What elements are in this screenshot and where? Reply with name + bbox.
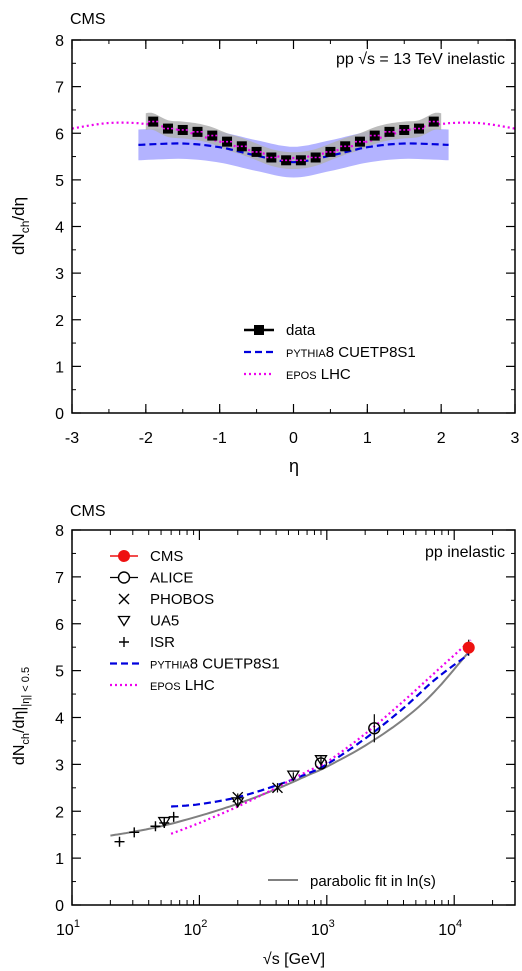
legend-label: PHOBOS: [150, 591, 214, 608]
x-tick-label: 102: [183, 918, 207, 939]
ua5-point: [314, 755, 328, 766]
top-annotation: pp √s = 13 TeV inelastic: [336, 51, 505, 68]
y-tick-label: 8: [55, 33, 64, 50]
pythia-line: [138, 142, 449, 164]
y-tick-label: 7: [55, 570, 64, 587]
x-tick-label: -3: [65, 430, 79, 447]
legend-swatch-marker: [119, 637, 129, 647]
bottom-x-axis-title: √s [GeV]: [263, 951, 325, 968]
y-tick-label: 5: [55, 664, 64, 681]
top-plot-area: [71, 112, 516, 178]
legend-label: PYTHIA8 CUETP8S1: [286, 344, 416, 361]
legend-label: CMS: [150, 548, 183, 565]
legend-label: EPOS LHC: [286, 366, 351, 383]
legend-swatch-marker: [118, 550, 130, 562]
y-tick-label: 2: [55, 313, 64, 330]
y-tick-label: 0: [55, 406, 64, 423]
legend-swatch-marker: [117, 571, 131, 584]
legend-entry-pythia: PYTHIA8 CUETP8S1: [244, 344, 416, 361]
x-tick-label: 103: [311, 918, 335, 939]
y-tick-label: 1: [55, 359, 64, 376]
bottom-plot-area: [110, 639, 475, 847]
top-legend: data PYTHIA8 CUETP8S1 EPOS LHC: [244, 322, 416, 383]
ua5-point: [157, 816, 171, 828]
top-cms-label: CMS: [70, 11, 106, 28]
phobos-point: [271, 782, 283, 794]
isr-point: [168, 811, 179, 822]
legend-label: PYTHIA8 CUETP8S1: [150, 656, 280, 673]
bottom-x-axis-sqrt: √s: [263, 951, 280, 968]
legend-entry-cms: CMS: [110, 548, 183, 565]
fit-line: [110, 651, 470, 837]
y-tick-label: 4: [55, 711, 64, 728]
top-chart: CMS -3 -2 -1 0 1 2 3 0 1 2 3 4 5 6 7 8 pp √s = 13 TeV i…: [9, 11, 520, 476]
y-tick-label: 7: [55, 80, 64, 97]
top-axis-ticks: -3 -2 -1 0 1 2 3 0 1 2 3 4 5 6 7 8: [55, 33, 519, 447]
legend-label: ALICE: [150, 570, 193, 587]
legend-swatch-marker: [118, 593, 130, 605]
legend-swatch-marker: [117, 615, 131, 627]
legend-entry-pythia: PYTHIA8 CUETP8S1: [110, 656, 280, 673]
legend-entry-data: data: [244, 322, 316, 339]
x-tick-label: 104: [438, 918, 462, 939]
top-y-axis-title: dNch/dη: [9, 197, 32, 255]
legend-entry-alice: ALICE: [110, 570, 193, 587]
x-tick-label: 0: [289, 430, 298, 447]
x-tick-label: 101: [56, 918, 80, 939]
y-tick-label: 6: [55, 617, 64, 634]
legend-entry-isr: ISR: [119, 634, 175, 651]
x-tick-label: -2: [139, 430, 153, 447]
bottom-annotation: pp inelastic: [425, 544, 505, 561]
bottom-axis-ticks: 101 102 103 104 0 1 2 3 4 5 6 7 8: [55, 523, 516, 939]
bottom-chart: CMS 101 102 103 104 0 1 2 3 4 5 6 7 8 pp inelastic √…: [11, 503, 516, 968]
y-tick-label: 6: [55, 126, 64, 143]
isr-point: [114, 836, 125, 847]
bottom-legend: CMS ALICE PHOBOS UA5 ISR PYTHIA8 CUETP8S1 EPOS…: [110, 548, 280, 694]
y-tick-label: 2: [55, 804, 64, 821]
y-tick-label: 1: [55, 851, 64, 868]
x-tick-label: 1: [363, 430, 372, 447]
top-annotation-sqrt: √s: [358, 51, 375, 68]
epos-line: [170, 639, 472, 835]
isr-point: [150, 821, 161, 832]
ua5-point: [286, 770, 300, 782]
bottom-fit-legend: parabolic fit in ln(s): [268, 873, 436, 890]
legend-entry-epos: EPOS LHC: [110, 677, 215, 694]
cms-point: [462, 641, 475, 654]
legend-entry-phobos: PHOBOS: [118, 591, 214, 608]
legend-label: ISR: [150, 634, 175, 651]
y-tick-label: 3: [55, 757, 64, 774]
legend-entry-epos: EPOS LHC: [244, 366, 351, 383]
x-tick-label: 2: [437, 430, 446, 447]
bottom-y-axis-title: dNch/dη||η| < 0.5: [11, 667, 32, 765]
bottom-cms-label: CMS: [70, 503, 106, 520]
y-tick-label: 5: [55, 173, 64, 190]
legend-label: data: [286, 322, 316, 339]
bottom-plot-frame: [71, 529, 516, 906]
y-tick-label: 4: [55, 220, 64, 237]
y-tick-label: 8: [55, 523, 64, 540]
alice-point: [314, 757, 328, 770]
isr-point: [129, 827, 140, 838]
legend-label: UA5: [150, 613, 179, 630]
ua5-point: [231, 797, 245, 809]
y-tick-label: 3: [55, 266, 64, 283]
fit-legend-label: parabolic fit in ln(s): [310, 873, 436, 890]
pythia-line: [170, 653, 470, 808]
y-tick-label: 0: [55, 898, 64, 915]
legend-swatch-marker: [254, 325, 264, 335]
alice-point: [368, 722, 381, 735]
legend-label: EPOS LHC: [150, 677, 215, 694]
x-tick-label: 3: [511, 430, 520, 447]
legend-entry-ua5: UA5: [117, 613, 179, 630]
epos-line: [71, 121, 516, 160]
top-x-axis-title: η: [289, 456, 299, 476]
x-tick-label: -1: [213, 430, 227, 447]
